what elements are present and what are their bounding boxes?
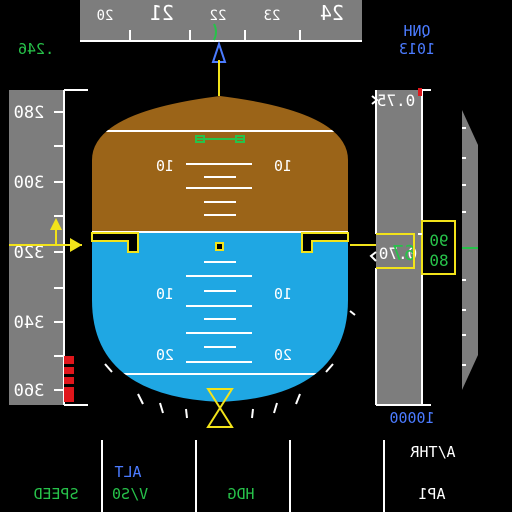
top-left-readout: .246 xyxy=(18,40,54,58)
speed-trend-arrow xyxy=(50,218,62,246)
fma-vertical-mode: V/S0 xyxy=(112,485,148,503)
pitch-label-up-right: 10 xyxy=(274,157,292,175)
speed-label-300: 300 xyxy=(14,173,45,193)
altitude-label-bottom: 10000 xyxy=(389,409,434,427)
roll-scale xyxy=(104,310,356,419)
roll-index-pointer xyxy=(206,388,234,428)
fma-athr-status: A/THR xyxy=(409,443,455,461)
fma-speed-mode: SPEED xyxy=(33,485,78,503)
heading-label-24: 24 xyxy=(320,1,344,25)
speed-reference-arrow xyxy=(70,238,82,252)
overspeed-strip xyxy=(64,356,74,402)
pitch-label-down20-right: 20 xyxy=(274,346,292,364)
fma-armed-vertical: ALT xyxy=(114,463,141,481)
speed-label-340: 340 xyxy=(14,313,45,333)
heading-label-22: 22 xyxy=(210,8,227,24)
pitch-label-up-left: 10 xyxy=(156,157,174,175)
heading-index xyxy=(211,23,227,96)
fma-autopilot-status: AP1 xyxy=(418,485,445,503)
speed-tape: 280 300 320 340 360 xyxy=(9,89,88,406)
vertical-speed-indicator xyxy=(462,110,478,390)
altitude-readout-upper: 90 xyxy=(429,231,448,250)
pitch-label-down20-left: 20 xyxy=(156,346,174,364)
flight-mode-annunciator: SPEED ALT V/S0 HDG A/THR AP1 xyxy=(33,440,456,512)
baro-setting: QNH 1013 xyxy=(399,22,435,58)
fma-lateral-mode: HDG xyxy=(227,485,254,503)
heading-label-23: 23 xyxy=(264,8,281,24)
heading-label-20: 20 xyxy=(97,8,114,24)
aircraft-symbol xyxy=(91,232,349,253)
altitude-readout-main: 67 xyxy=(392,241,416,265)
baro-label: QNH xyxy=(403,22,430,40)
speed-label-320: 320 xyxy=(14,243,45,263)
heading-label-21: 21 xyxy=(150,1,174,25)
attitude-indicator: 10 10 10 10 20 20 xyxy=(92,96,356,428)
pitch-label-down10-right: 10 xyxy=(274,285,292,303)
speed-label-280: 280 xyxy=(14,103,45,123)
altitude-label-upper: 0.75 xyxy=(377,91,416,110)
heading-tape: 20 21 22 23 24 xyxy=(80,0,362,42)
baro-value: 1013 xyxy=(399,40,435,58)
pitch-label-down10-left: 10 xyxy=(156,285,174,303)
altitude-label-lower: 0.70 xyxy=(379,244,418,263)
altitude-readout: 90 80 67 xyxy=(392,220,456,275)
altitude-readout-lower: 80 xyxy=(429,251,448,270)
speed-label-360: 360 xyxy=(14,381,45,401)
